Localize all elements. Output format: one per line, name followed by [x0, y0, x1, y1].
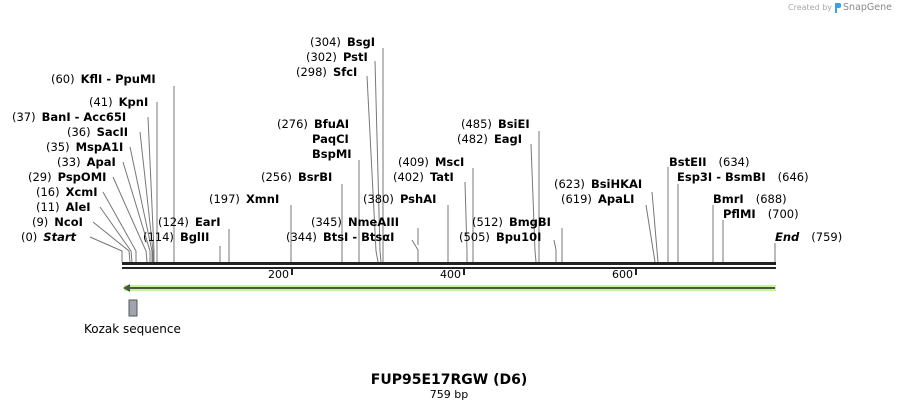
- site-bfuai[interactable]: (276) BfuAI: [277, 117, 350, 131]
- site-end[interactable]: End (759): [775, 230, 843, 244]
- site-bsgi[interactable]: (304) BsgI: [310, 35, 376, 49]
- site-bmgbi[interactable]: (512) BmgBI: [472, 215, 551, 229]
- site-bmri[interactable]: BmrI (688): [713, 192, 787, 206]
- site-paqci[interactable]: PaqCI: [312, 132, 349, 146]
- site-msci[interactable]: (409) MscI: [398, 155, 465, 169]
- site-xcmi[interactable]: (16) XcmI: [36, 185, 98, 199]
- site-bpu10i[interactable]: (505) Bpu10I: [459, 230, 542, 244]
- site-bglii[interactable]: (114) BglII: [143, 230, 210, 244]
- site-kpni[interactable]: (41) KpnI: [89, 95, 149, 109]
- site-apali[interactable]: (619) ApaLI: [561, 192, 635, 206]
- credit: Created by SnapGene: [788, 2, 892, 13]
- site-pshai[interactable]: (380) PshAI: [363, 192, 437, 206]
- site-eari[interactable]: (124) EarI: [158, 215, 221, 229]
- site-sfci[interactable]: (298) SfcI: [296, 65, 358, 79]
- snapgene-logo-icon: [835, 2, 842, 13]
- site-xmni[interactable]: (197) XmnI: [209, 192, 280, 206]
- site-apai[interactable]: (33) ApaI: [57, 155, 116, 169]
- map-length: 759 bp: [429, 388, 469, 401]
- site-pflmi[interactable]: PflMI (700): [723, 207, 799, 221]
- map-title: FUP95E17RGW (D6): [370, 372, 528, 388]
- backbone-top: [122, 262, 776, 265]
- site-pspomi[interactable]: (29) PspOMI: [28, 170, 107, 184]
- backbone-bottom: [122, 267, 776, 269]
- site-bsiei[interactable]: (485) BsiEI: [461, 117, 530, 131]
- feature-label: Kozak sequence: [84, 322, 181, 336]
- site-bani-acc65i[interactable]: (37) BanI - Acc65I: [12, 110, 127, 124]
- site-alei[interactable]: (11) AleI: [36, 200, 91, 214]
- site-nmeaiii[interactable]: (345) NmeAIII: [311, 215, 400, 229]
- site-start[interactable]: (0) Start: [21, 230, 77, 244]
- site-mspa1i[interactable]: (35) MspA1I: [46, 140, 124, 154]
- credit-prefix: Created by: [788, 3, 833, 12]
- tick-label-600: 600: [612, 268, 633, 281]
- site-bsteii[interactable]: BstEII (634): [669, 155, 750, 169]
- feature-arrow-line: [127, 287, 775, 289]
- tick-label-400: 400: [440, 268, 461, 281]
- site-psti[interactable]: (302) PstI: [306, 50, 368, 64]
- site-bsihkai[interactable]: (623) BsiHKAI: [554, 177, 643, 191]
- axis-ticks: [291, 269, 637, 275]
- site-bspmi[interactable]: BspMI: [312, 147, 352, 161]
- site-sacii[interactable]: (36) SacII: [67, 125, 129, 139]
- kozak-feature-box: [128, 299, 138, 317]
- site-bsrbi[interactable]: (256) BsrBI: [261, 170, 333, 184]
- site-ncoi[interactable]: (9) NcoI: [32, 215, 83, 229]
- credit-brand: SnapGene: [843, 2, 892, 13]
- tick-label-200: 200: [268, 268, 289, 281]
- arrow-head-icon: [123, 284, 130, 292]
- site-tati[interactable]: (402) TatI: [393, 170, 454, 184]
- site-esp3i-bsmbi[interactable]: Esp3I - BsmBI (646): [677, 170, 809, 184]
- site-eagi[interactable]: (482) EagI: [457, 132, 523, 146]
- site-btsi-btsai[interactable]: (344) BtsI - BtsαI: [286, 230, 395, 244]
- site-kfli-ppumi[interactable]: (60) KflI - PpuMI: [51, 72, 156, 86]
- site-connectors: [89, 48, 776, 263]
